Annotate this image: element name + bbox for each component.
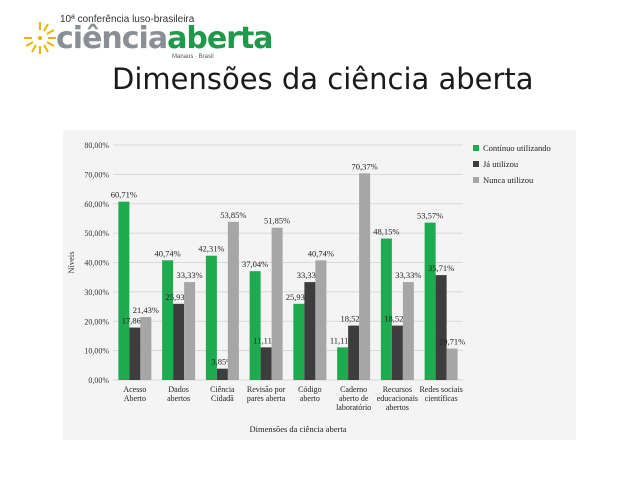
bar (249, 271, 261, 380)
data-label: 11,11% (330, 335, 356, 345)
y-tick-label: 80,00% (84, 141, 109, 150)
data-label: 35,71% (428, 263, 454, 273)
bar-chart: 0,00% 10,00% 20,00% 30,00% 40,00% 50,00% 60,00… (66, 141, 551, 434)
category-label: Aberto (124, 394, 146, 403)
category-label: Dados (168, 385, 188, 394)
logo-word-ciencia: ciência (56, 21, 168, 56)
bar (118, 201, 130, 380)
data-label: 3,85% (211, 357, 233, 367)
legend-swatch (473, 161, 479, 167)
category-label: aberto (300, 394, 320, 403)
data-label: 37,04% (242, 259, 268, 269)
bar (162, 260, 174, 380)
category-label: Cidadã (211, 394, 234, 403)
y-tick-label: 30,00% (84, 288, 109, 297)
logo-subtitle: Manaus · Brasil (172, 54, 214, 60)
bar (227, 221, 239, 380)
y-tick-label: 0,00% (88, 376, 109, 385)
data-label: 40,74% (155, 248, 181, 258)
bar (129, 327, 141, 380)
conference-logo: 10ª conferência luso-brasileira ciênciaa… (22, 12, 274, 62)
bar (216, 368, 228, 380)
y-axis-label: Níveis (66, 251, 76, 273)
data-label: 33,33% (297, 270, 323, 280)
bar (271, 227, 283, 380)
data-label: 10,71% (439, 337, 465, 347)
bar (260, 347, 272, 380)
data-label: 18,52% (341, 314, 367, 324)
legend-entry: Já utilizou (483, 159, 519, 169)
data-label: 11,11% (253, 335, 279, 345)
bar (380, 238, 392, 380)
bar (435, 275, 447, 380)
y-tick-label: 40,00% (84, 259, 109, 268)
y-tick-label: 50,00% (84, 229, 109, 238)
bar (293, 303, 305, 380)
category-label: educacionais (377, 394, 418, 403)
logo-wordmark: ciênciaaberta (56, 21, 274, 56)
bar (391, 325, 403, 380)
data-label: 17,86% (122, 316, 148, 326)
bar (315, 260, 327, 380)
bar (446, 348, 458, 380)
data-label: 33,33% (177, 270, 203, 280)
category-label: Ciência (210, 385, 235, 394)
bar (184, 282, 196, 380)
category-label: Caderno (340, 385, 367, 394)
category-label: Recursos (383, 385, 412, 394)
category-label: laboratório (336, 403, 371, 412)
legend-swatch (473, 177, 479, 183)
bar (348, 325, 360, 380)
legend-entry: Contínuo utilizando (483, 143, 551, 153)
data-label: 60,71% (111, 190, 137, 200)
data-label: 53,57% (417, 211, 443, 221)
category-label: aberto de (339, 394, 369, 403)
data-label: 25,93% (286, 292, 312, 302)
y-tick-label: 10,00% (84, 347, 109, 356)
data-label: 70,37% (352, 161, 378, 171)
category-label: Código (298, 385, 322, 394)
category-label: Redes sociais (419, 385, 462, 394)
category-label: abertos (386, 403, 409, 412)
bar (304, 282, 316, 380)
data-label: 33,33% (395, 270, 421, 280)
y-tick-label: 60,00% (84, 200, 109, 209)
y-tick-label: 20,00% (84, 317, 109, 326)
data-label: 42,31% (198, 244, 224, 254)
data-label: 53,85% (220, 210, 246, 220)
chart-panel: 0,00% 10,00% 20,00% 30,00% 40,00% 50,00% 60,00… (63, 130, 576, 440)
bar (140, 317, 152, 380)
bar (337, 347, 349, 380)
category-label: científicas (425, 394, 458, 403)
legend-swatch (473, 145, 479, 151)
data-label: 51,85% (264, 216, 290, 226)
slide-title: Dimensões da ciência aberta (112, 62, 534, 96)
data-label: 48,15% (373, 227, 399, 237)
bar (359, 173, 371, 380)
bar (424, 222, 436, 380)
data-label: 40,74% (308, 248, 334, 258)
bar (205, 255, 217, 380)
category-label: pares aberta (247, 394, 286, 403)
bar (402, 282, 414, 380)
legend-entry: Nunca utilizou (483, 175, 534, 185)
logo-top-text: 10ª conferência luso-brasileira (60, 14, 195, 25)
y-tick-label: 70,00% (84, 170, 109, 179)
category-label: Revisão por (247, 385, 286, 394)
bar (173, 303, 185, 380)
sunburst-icon (24, 22, 56, 54)
category-label: Acesso (123, 385, 146, 394)
x-axis-label: Dimensões da ciência aberta (250, 424, 347, 434)
logo-word-aberta: aberta (167, 21, 273, 56)
data-label: 21,43% (133, 305, 159, 315)
data-label: 25,93% (166, 292, 192, 302)
category-label: abertos (167, 394, 190, 403)
data-label: 18,52% (384, 314, 410, 324)
